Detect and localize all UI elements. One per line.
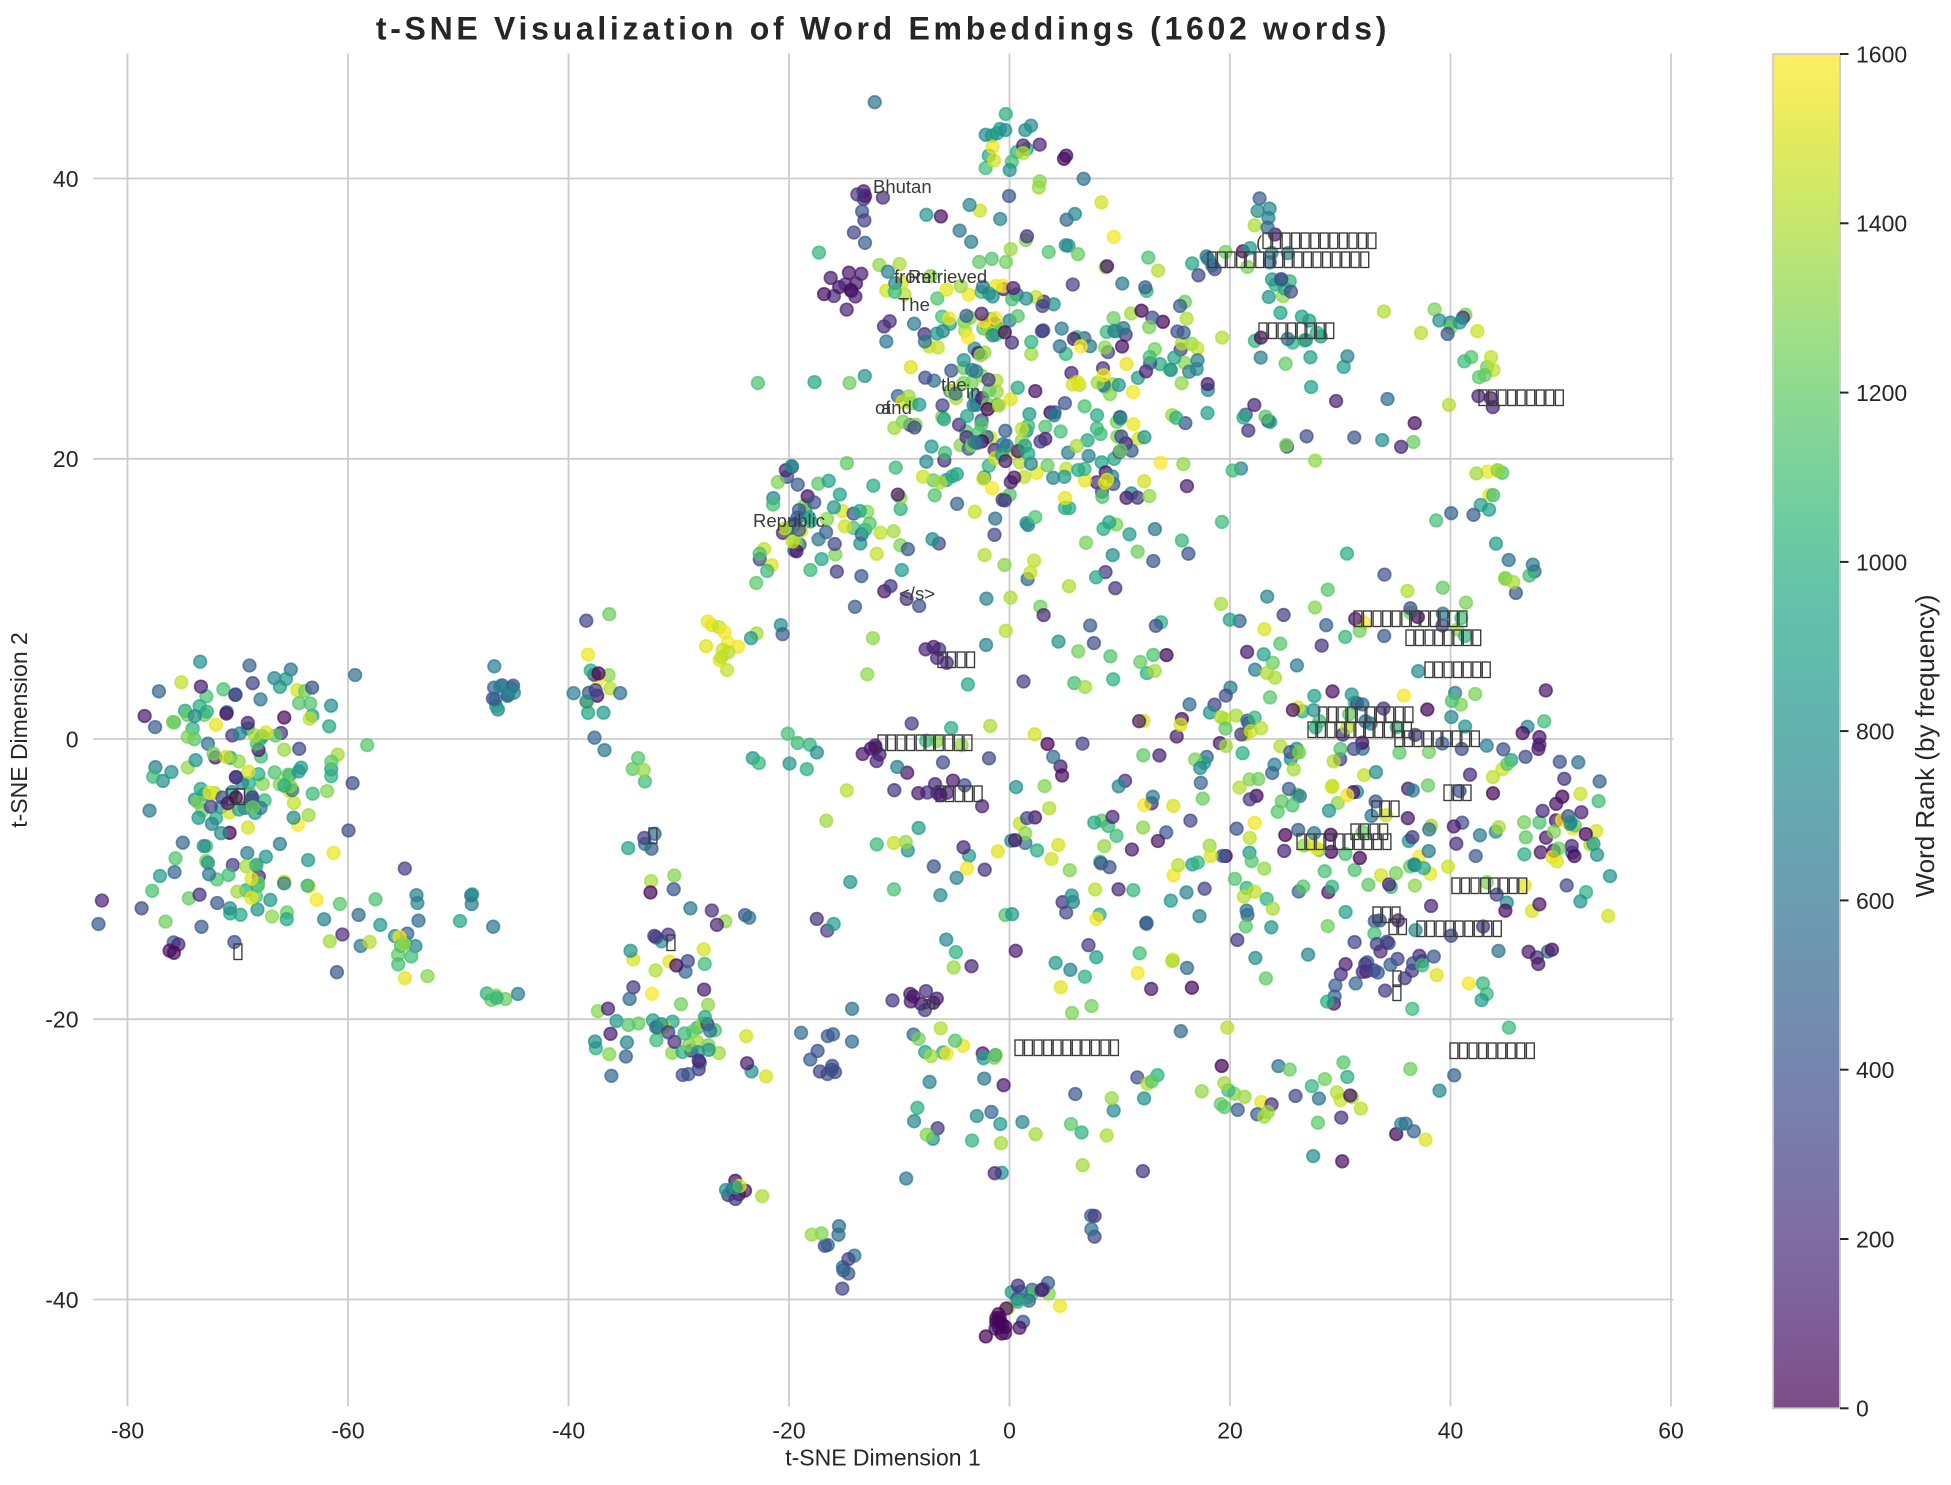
svg-text:Retrieved: Retrieved (908, 266, 987, 287)
svg-text:60: 60 (1658, 1418, 1684, 1444)
svg-text:1600: 1600 (1856, 41, 1907, 67)
svg-text:</s>: </s> (899, 583, 935, 604)
svg-text:Word Rank (by frequency): Word Rank (by frequency) (1910, 595, 1940, 898)
svg-text:the: the (941, 374, 967, 395)
svg-text:0: 0 (66, 726, 79, 752)
svg-text:-80: -80 (111, 1418, 144, 1444)
svg-text:0: 0 (1856, 1396, 1869, 1422)
svg-text:The: The (898, 294, 930, 315)
svg-text:-60: -60 (331, 1418, 364, 1444)
svg-text:-40: -40 (45, 1287, 78, 1313)
svg-text:20: 20 (1217, 1418, 1243, 1444)
svg-text:1000: 1000 (1856, 549, 1907, 575)
svg-text:20: 20 (53, 446, 79, 472)
svg-text:200: 200 (1856, 1226, 1894, 1252)
svg-text:0: 0 (1003, 1418, 1016, 1444)
svg-text:of: of (875, 397, 891, 418)
svg-text:1400: 1400 (1856, 211, 1907, 237)
svg-text:600: 600 (1856, 888, 1894, 914)
svg-text:400: 400 (1856, 1057, 1894, 1083)
svg-text:40: 40 (53, 166, 79, 192)
svg-text:t-SNE Dimension 2: t-SNE Dimension 2 (6, 632, 32, 828)
svg-text:Bhutan: Bhutan (873, 176, 932, 197)
svg-text:1200: 1200 (1856, 380, 1907, 406)
svg-text:-40: -40 (552, 1418, 585, 1444)
svg-text:-20: -20 (45, 1007, 78, 1033)
svg-text:in: in (966, 381, 980, 402)
svg-text:Republic: Republic (753, 510, 825, 531)
svg-text:ai: ai (922, 992, 936, 1013)
svg-text:t-SNE Dimension 1: t-SNE Dimension 1 (785, 1445, 981, 1471)
svg-text:800: 800 (1856, 719, 1894, 745)
svg-text:-20: -20 (772, 1418, 805, 1444)
svg-text:and: and (881, 397, 912, 418)
svg-text:from: from (894, 266, 931, 287)
svg-text:t-SNE Visualization of Word Em: t-SNE Visualization of Word Embeddings (… (376, 11, 1390, 47)
svg-text:(: ( (1256, 232, 1263, 253)
svg-text:40: 40 (1438, 1418, 1464, 1444)
